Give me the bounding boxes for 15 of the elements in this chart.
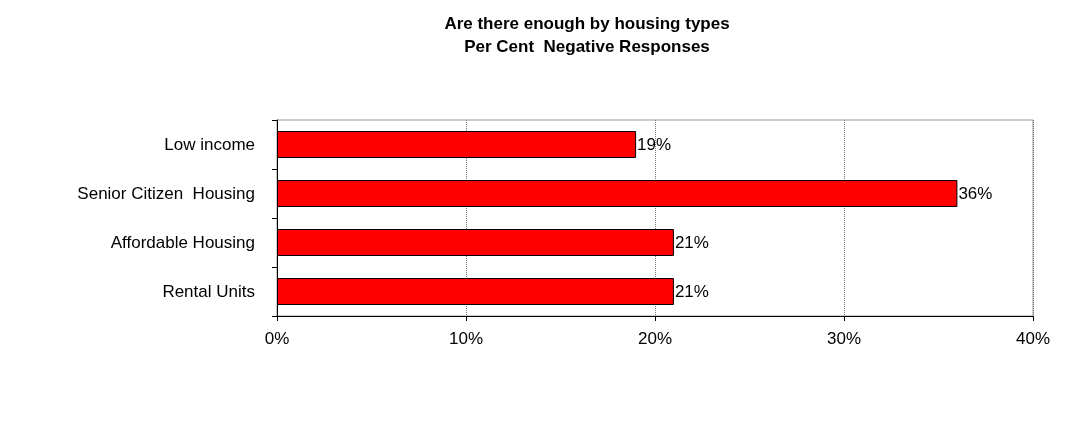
chart-title: Are there enough by housing types: [444, 14, 730, 33]
y-tick-label: Low income: [164, 135, 255, 154]
data-label: 21%: [674, 282, 709, 301]
data-label: 21%: [674, 233, 709, 252]
y-tick-label: Affordable Housing: [110, 233, 255, 252]
chart-subtitle: Per Cent Negative Responses: [464, 37, 710, 56]
x-tick-label: 20%: [637, 329, 673, 348]
y-tick-label: Senior Citizen Housing: [77, 184, 255, 203]
x-tick-label: 40%: [1015, 329, 1051, 348]
x-tick-label: 30%: [826, 329, 862, 348]
data-label: 36%: [958, 184, 993, 203]
x-tick-label: 10%: [448, 329, 484, 348]
data-label: 19%: [637, 135, 672, 154]
y-tick-label: Rental Units: [162, 282, 255, 301]
x-tick-label: 0%: [264, 329, 290, 348]
